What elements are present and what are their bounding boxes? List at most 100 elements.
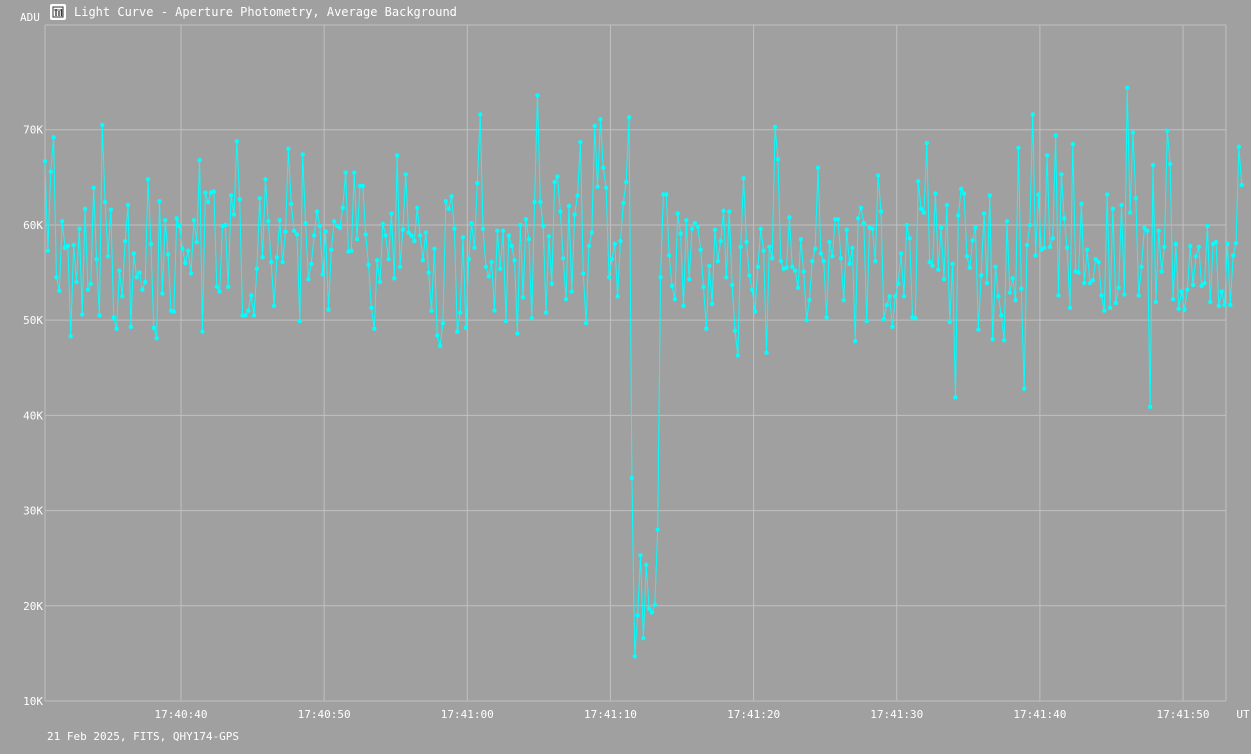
data-point [277,217,282,223]
data-point [1216,303,1222,309]
data-point [984,280,990,286]
data-point [1153,299,1159,305]
data-point [578,139,583,145]
data-point [145,177,151,182]
data-point [603,185,609,191]
data-point [1119,202,1124,208]
data-point [916,178,921,184]
data-point [540,223,546,229]
data-point [979,273,984,278]
data-point [1050,236,1055,241]
data-point [821,258,826,264]
data-point [1222,302,1227,308]
data-point [498,266,503,271]
data-point [48,169,53,174]
data-point [423,230,428,235]
data-point [211,189,217,194]
data-point [337,225,343,230]
data-point [1104,192,1110,197]
data-point [850,245,855,250]
y-axis-label: ADU [20,11,40,24]
data-point [970,237,975,243]
data-point [655,527,660,532]
data-point [664,192,669,197]
data-point [807,297,812,303]
data-point [366,262,371,268]
data-point [732,328,738,333]
data-point [801,269,806,274]
data-point [260,255,265,260]
data-point [747,273,752,278]
data-point [280,259,285,265]
data-point [102,199,108,205]
data-point [120,294,125,299]
data-point [583,320,589,326]
data-point [59,218,65,224]
data-point [472,245,477,250]
data-point [171,309,177,314]
data-point [1110,206,1116,211]
data-point [532,199,537,205]
data-point [1099,293,1104,298]
data-point [165,252,171,257]
data-point [495,228,500,233]
data-point [644,562,649,568]
data-point [689,226,695,231]
data-point [629,476,635,481]
data-point [812,246,818,251]
data-point [818,251,824,256]
data-point [77,226,82,231]
data-point [561,256,566,261]
data-point [741,176,746,181]
data-point [306,277,311,282]
data-point [380,221,386,227]
data-point [692,220,698,226]
data-point [174,216,179,221]
data-point [463,325,469,330]
data-point [294,232,300,237]
data-point [191,217,197,223]
data-point [1159,269,1164,274]
data-point [1036,192,1041,197]
data-point [595,184,600,190]
data-point [815,165,821,171]
data-point [901,294,907,299]
data-point [729,282,735,288]
data-point [1173,241,1179,247]
data-point [183,260,188,266]
data-point [197,158,202,163]
data-point [1001,337,1007,343]
tick-labels: 10K 20K 30K 40K 50K 60K 70K 17:40:40 17:40:50 17:… [23,124,1250,721]
data-point [589,230,595,235]
data-point [108,207,114,212]
data-point [718,238,723,244]
data-point [592,123,597,129]
data-point [483,264,489,270]
data-point [440,320,446,326]
data-point [686,277,692,282]
data-point [383,233,388,238]
data-point [649,610,655,615]
data-point [993,264,998,270]
data-point [443,198,449,204]
data-point [658,275,663,280]
data-point [976,327,981,332]
data-point [606,275,612,280]
data-point [752,309,758,314]
data-point [457,310,463,315]
data-point [283,229,288,234]
data-point [91,185,96,191]
data-point [738,244,743,250]
data-point [320,272,325,277]
data-point [246,308,251,313]
data-point [1079,201,1084,207]
y-tick-label: 40K [23,409,43,422]
data-point [535,93,540,98]
data-point [1013,297,1018,303]
data-point [749,287,755,292]
data-point [744,239,749,245]
data-point [844,227,849,232]
data-point [996,294,1001,299]
data-point [1239,182,1244,188]
data-point [1125,85,1130,91]
